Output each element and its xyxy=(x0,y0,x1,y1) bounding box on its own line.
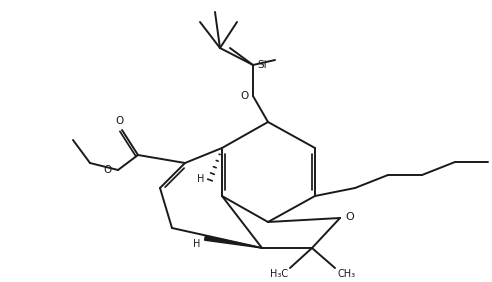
Text: O: O xyxy=(345,212,354,222)
Text: O: O xyxy=(116,116,124,126)
Text: CH₃: CH₃ xyxy=(337,269,355,279)
Text: H: H xyxy=(193,239,200,249)
Text: O: O xyxy=(104,165,112,175)
Polygon shape xyxy=(205,236,262,248)
Text: H: H xyxy=(197,174,204,184)
Text: H₃C: H₃C xyxy=(270,269,288,279)
Text: O: O xyxy=(241,91,249,101)
Text: Si: Si xyxy=(257,60,267,70)
